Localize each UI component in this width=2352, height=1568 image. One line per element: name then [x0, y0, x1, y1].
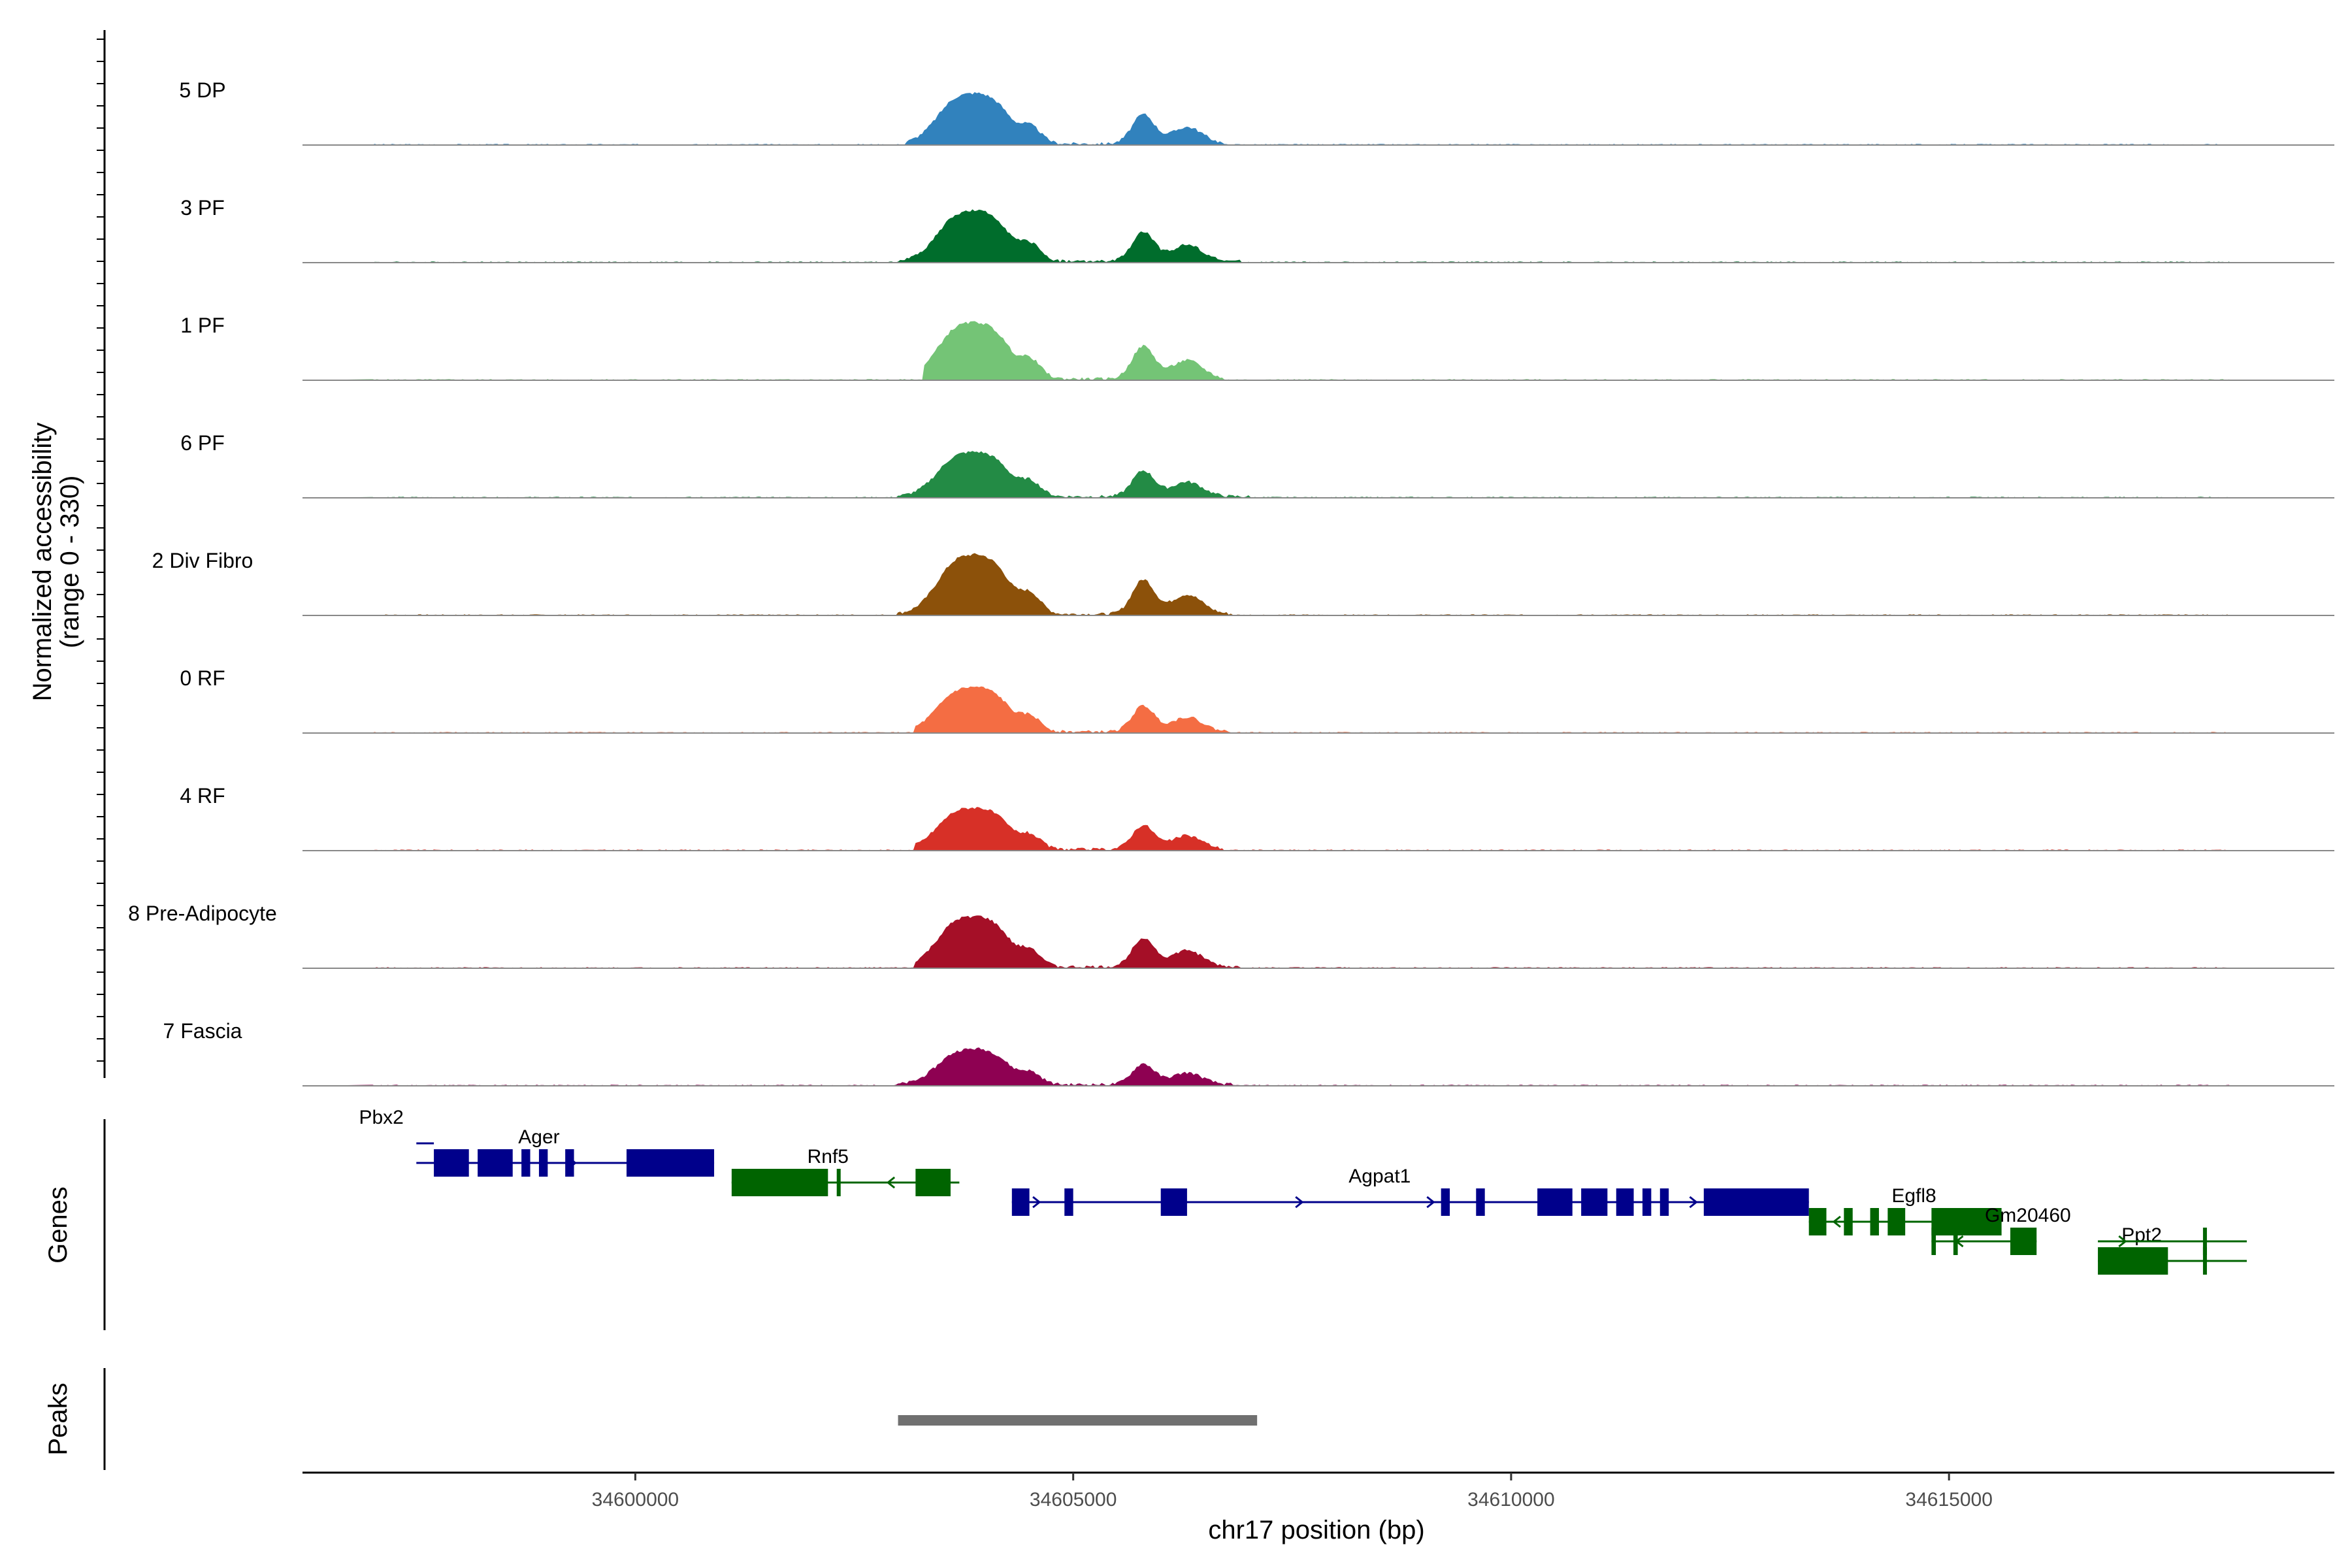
coverage-area — [302, 321, 2230, 380]
track-8-pre-adipocyte: 8 Pre-Adipocyte — [128, 902, 2334, 969]
track-6-pf: 6 PF — [180, 431, 2334, 498]
exon — [1659, 1188, 1669, 1216]
gene-label: Rnf5 — [808, 1146, 849, 1168]
gene-ager: Ager — [416, 1126, 715, 1177]
exon — [1616, 1188, 1634, 1216]
exon — [1160, 1188, 1187, 1216]
exon — [1476, 1188, 1485, 1216]
strand-arrow — [1032, 1196, 1041, 1209]
y-axis-title: Normalized accessibility(range 0 - 330) — [28, 423, 84, 702]
x-tick-label: 34600000 — [592, 1489, 679, 1511]
exon — [626, 1149, 715, 1177]
strand-arrow — [1689, 1196, 1698, 1209]
gene-label: Pbx2 — [359, 1107, 403, 1128]
gene-unnamed — [2098, 1228, 2247, 1255]
coverage-area — [302, 209, 2230, 263]
exon — [1011, 1188, 1030, 1216]
y-axis — [97, 30, 106, 1078]
exon — [1953, 1228, 1958, 1255]
strand-arrow — [1295, 1196, 1304, 1209]
gene-label: Gm20460 — [1985, 1205, 2071, 1226]
track-4-rf: 4 RF — [180, 784, 2334, 851]
track-5-dp: 5 DP — [179, 78, 2334, 146]
y-axis-title-line: Normalized accessibility — [28, 423, 57, 702]
gene-label: Ppt2 — [2121, 1224, 2162, 1246]
coverage-area — [302, 553, 2230, 615]
peaks-panel-title: Peaks — [44, 1382, 73, 1455]
gene-pbx2: Pbx2 — [359, 1107, 434, 1145]
coverage-area — [302, 915, 2230, 968]
track-label: 0 RF — [180, 666, 225, 690]
exon — [2098, 1247, 2168, 1275]
track-label: 3 PF — [180, 196, 225, 220]
exon — [1844, 1208, 1853, 1235]
y-axis-title-line: (range 0 - 330) — [56, 476, 84, 649]
exon — [2010, 1228, 2037, 1255]
coverage-area — [302, 92, 2230, 145]
track-label: 4 RF — [180, 784, 225, 808]
exon — [538, 1149, 548, 1177]
exon — [836, 1169, 841, 1196]
gene-label: Egfl8 — [1891, 1185, 1936, 1207]
exon — [1870, 1208, 1879, 1235]
track-label: 5 DP — [179, 78, 225, 102]
track-3-pf: 3 PF — [180, 196, 2334, 263]
peak-region — [898, 1415, 1258, 1426]
strand-arrow — [1426, 1196, 1435, 1209]
track-7-fascia: 7 Fascia — [163, 1019, 2334, 1086]
exon — [2202, 1228, 2207, 1255]
track-label: 8 Pre-Adipocyte — [128, 902, 277, 925]
gene-egfl8: Egfl8 — [1808, 1185, 2002, 1235]
exon — [1931, 1228, 1936, 1255]
strand-arrow — [886, 1176, 896, 1189]
exon — [915, 1169, 951, 1196]
track-label: 1 PF — [180, 314, 225, 337]
coverage-tracks: 5 DP 3 PF 1 PF 6 PF 2 Div Fibro 0 RF 4 RF 8 Pre… — [128, 78, 2334, 1086]
gene-agpat1: Agpat1 — [1011, 1166, 1809, 1216]
gene-rnf5: Rnf5 — [731, 1146, 960, 1196]
genes-panel: Genes Pbx2 Ager Rnf5 Agpat1 Egfl8 Gm20460 Ppt2 — [44, 1107, 2247, 1330]
track-label: 2 Div Fibro — [152, 549, 253, 572]
exon — [1064, 1188, 1073, 1216]
exon — [1808, 1208, 1827, 1235]
coverage-area — [302, 451, 2230, 498]
gene-gm20460: Gm20460 — [1931, 1205, 2071, 1255]
x-axis-title: chr17 position (bp) — [1208, 1516, 1424, 1544]
x-tick-label: 34615000 — [1905, 1489, 1992, 1511]
exon — [565, 1149, 574, 1177]
exon — [1887, 1208, 1906, 1235]
exon — [731, 1169, 828, 1196]
exon — [2202, 1247, 2207, 1275]
coverage-area — [302, 686, 2230, 733]
genes-panel-title: Genes — [44, 1186, 73, 1264]
x-tick-label: 34605000 — [1030, 1489, 1117, 1511]
exon — [1581, 1188, 1608, 1216]
exon — [1931, 1208, 2002, 1235]
track-2-div-fibro: 2 Div Fibro — [152, 549, 2334, 616]
gene-label: Agpat1 — [1348, 1166, 1411, 1187]
gene-label: Ager — [518, 1126, 559, 1148]
exon — [521, 1149, 531, 1177]
exon — [1703, 1188, 1809, 1216]
coverage-area — [302, 807, 2230, 851]
x-tick-label: 34610000 — [1467, 1489, 1554, 1511]
exon — [434, 1149, 469, 1177]
track-1-pf: 1 PF — [180, 314, 2334, 381]
exon — [1441, 1188, 1450, 1216]
peaks-panel: Peaks — [44, 1368, 1258, 1470]
track-label: 6 PF — [180, 431, 225, 455]
exon — [478, 1149, 513, 1177]
track-label: 7 Fascia — [163, 1019, 242, 1043]
exon — [1537, 1188, 1573, 1216]
x-axis: 34600000 34605000 34610000 34615000 — [302, 1471, 2334, 1511]
exon — [1642, 1188, 1652, 1216]
coverage-area — [302, 1047, 2230, 1086]
strand-arrow — [2118, 1235, 2127, 1248]
track-0-rf: 0 RF — [180, 666, 2334, 734]
strand-arrow — [1832, 1215, 1841, 1228]
gene-ppt2: Ppt2 — [2098, 1224, 2247, 1275]
